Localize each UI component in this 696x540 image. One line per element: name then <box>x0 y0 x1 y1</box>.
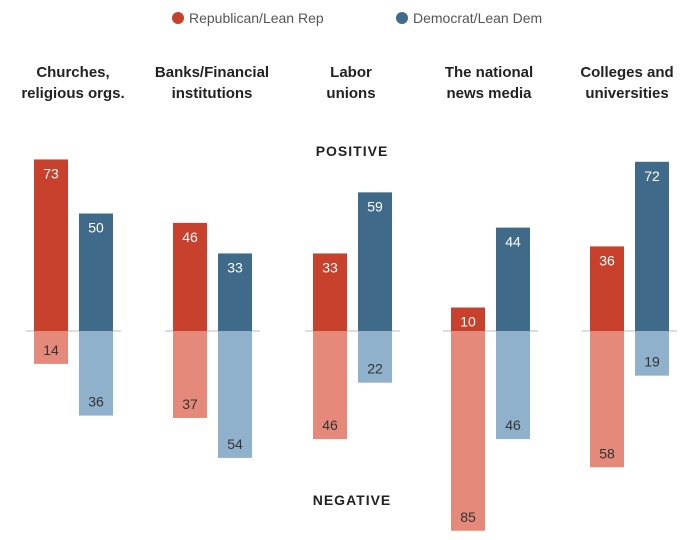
category-label-labor-line2: unions <box>326 85 375 102</box>
value-label-dem-positive-labor: 59 <box>367 198 383 214</box>
bar-dem-positive-labor <box>358 192 392 331</box>
bar-dem-negative-news <box>496 331 530 440</box>
value-label-dem-positive-news: 44 <box>505 234 521 250</box>
bar-rep-positive-news <box>451 307 485 331</box>
category-labels: Churches, religious orgs. Banks/Financia… <box>21 64 673 102</box>
bar-dem-positive-churches <box>79 213 113 331</box>
category-label-banks-line2: institutions <box>172 85 253 102</box>
bar-dem-positive-banks <box>218 253 252 331</box>
legend-marker-democrat <box>396 12 408 24</box>
bar-rep-negative-churches <box>34 331 68 364</box>
value-label-dem-negative-news: 46 <box>505 417 521 433</box>
value-label-rep-positive-banks: 46 <box>182 229 198 245</box>
legend-label-democrat: Democrat/Lean Dem <box>413 10 542 26</box>
negative-label: NEGATIVE <box>313 492 392 508</box>
value-label-dem-positive-banks: 33 <box>227 259 243 275</box>
value-label-rep-negative-colleges: 58 <box>599 445 615 461</box>
legend-marker-republican <box>172 12 184 24</box>
bar-rep-positive-banks <box>173 222 207 331</box>
value-label-rep-negative-labor: 46 <box>322 417 338 433</box>
bar-rep-negative-news <box>451 331 485 531</box>
category-label-churches-line1: Churches, <box>36 64 109 81</box>
value-label-dem-positive-colleges: 72 <box>644 168 660 184</box>
bar-dem-negative-banks <box>218 331 252 458</box>
category-label-churches-line2: religious orgs. <box>21 85 124 102</box>
category-label-banks-line1: Banks/Financial <box>155 64 269 81</box>
bar-dem-positive-news <box>496 227 530 331</box>
value-label-dem-positive-churches: 50 <box>88 220 104 236</box>
value-label-rep-negative-news: 85 <box>460 509 476 525</box>
bar-rep-positive-labor <box>313 253 347 331</box>
bar-rep-negative-colleges <box>590 331 624 468</box>
category-label-news-line1: The national <box>445 64 533 81</box>
bar-dem-positive-colleges <box>635 161 669 331</box>
value-label-rep-positive-churches: 73 <box>43 165 59 181</box>
value-label-dem-negative-colleges: 19 <box>644 354 660 370</box>
bar-dem-negative-churches <box>79 331 113 416</box>
bar-rep-positive-churches <box>34 159 68 331</box>
value-label-rep-negative-banks: 37 <box>182 396 198 412</box>
bar-rep-positive-colleges <box>590 246 624 331</box>
category-label-colleges-line2: universities <box>585 85 668 102</box>
value-label-rep-positive-colleges: 36 <box>599 252 615 268</box>
bars-group: 73 46 33 10 36 14 37 46 85 58 50 33 59 44 72 36 54 22 46 19 <box>26 159 677 531</box>
category-label-labor-line1: Labor <box>330 64 372 81</box>
legend-label-republican: Republican/Lean Rep <box>189 10 324 26</box>
value-label-dem-negative-churches: 36 <box>88 394 104 410</box>
value-label-rep-positive-labor: 33 <box>322 259 338 275</box>
value-label-rep-negative-churches: 14 <box>43 342 59 358</box>
bar-rep-negative-banks <box>173 331 207 418</box>
value-label-dem-negative-labor: 22 <box>367 361 383 377</box>
positive-label: POSITIVE <box>316 143 389 159</box>
bar-dem-negative-labor <box>358 331 392 383</box>
bar-dem-negative-colleges <box>635 331 669 376</box>
value-label-dem-negative-banks: 54 <box>227 436 243 452</box>
value-label-rep-positive-news: 10 <box>460 314 476 330</box>
category-label-colleges-line1: Colleges and <box>580 64 673 81</box>
legend: Republican/Lean Rep Democrat/Lean Dem <box>172 10 542 26</box>
bar-rep-negative-labor <box>313 331 347 440</box>
category-label-news-line2: news media <box>446 85 532 102</box>
